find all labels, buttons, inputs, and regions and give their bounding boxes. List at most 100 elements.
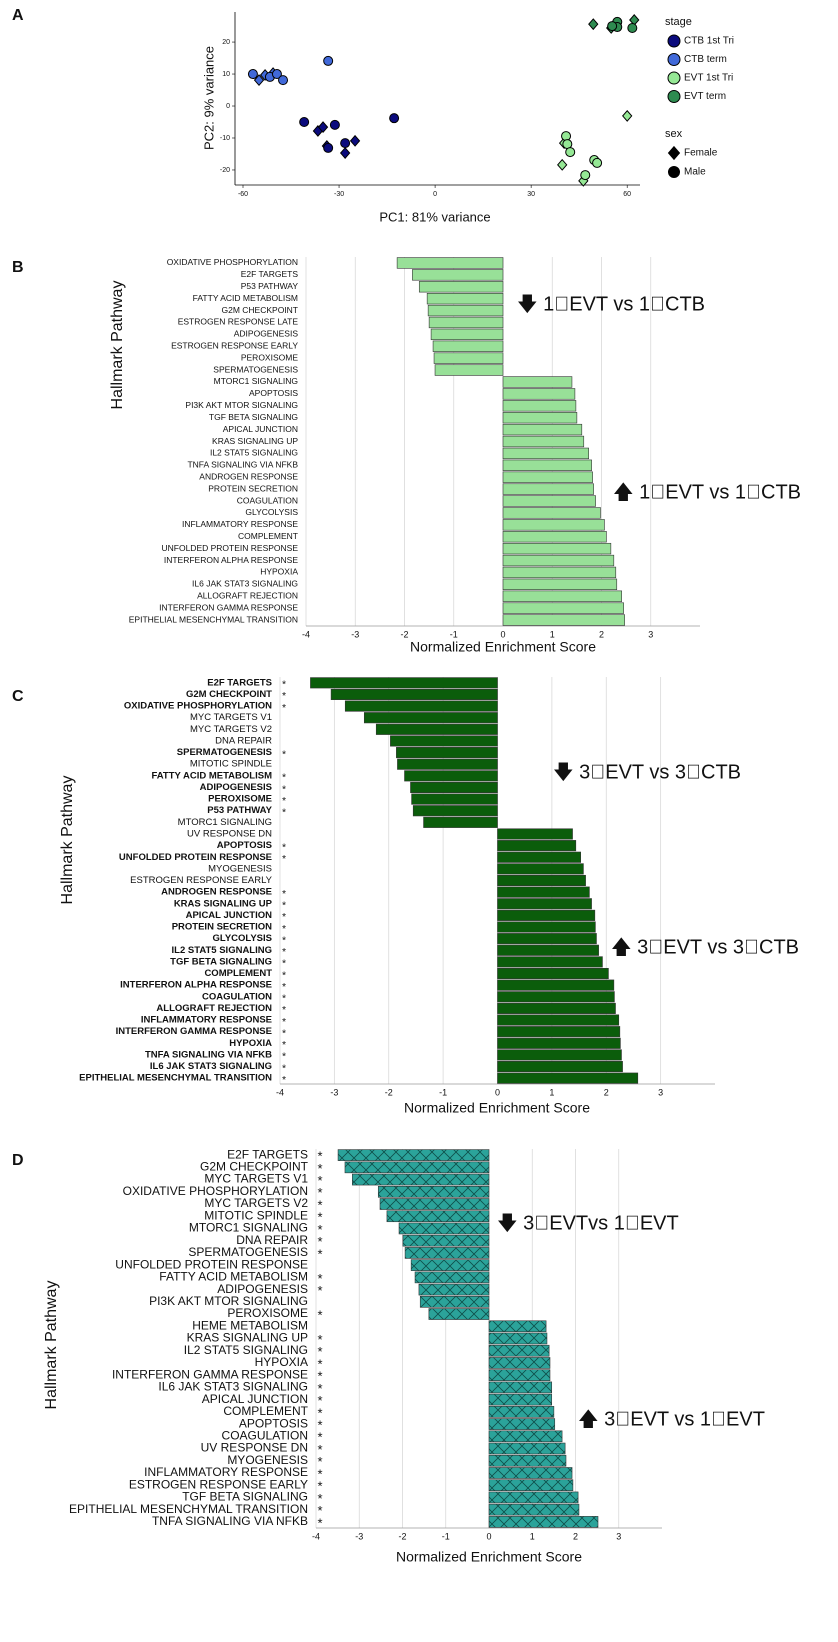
bar bbox=[488, 1381, 553, 1394]
bar bbox=[502, 483, 594, 495]
bar bbox=[497, 851, 581, 863]
legend-marker bbox=[667, 34, 681, 48]
x-tick-label: 2 bbox=[573, 1531, 578, 1541]
x-tick-label: -1 bbox=[442, 1531, 450, 1541]
category-label: FATTY ACID METABOLISM bbox=[193, 293, 298, 303]
significance-mark: * bbox=[317, 1246, 322, 1261]
legend-label: CTB term bbox=[684, 54, 727, 65]
bar bbox=[502, 602, 624, 614]
significance-mark: * bbox=[282, 888, 286, 900]
bar bbox=[497, 944, 599, 956]
significance-mark: * bbox=[282, 853, 286, 865]
x-tick-label: 3 bbox=[648, 629, 653, 639]
significance-mark: * bbox=[317, 1307, 322, 1322]
category-label: G2M CHECKPOINT bbox=[221, 305, 298, 315]
category-label: DNA REPAIR bbox=[236, 1233, 308, 1247]
category-label: E2F TARGETS bbox=[241, 269, 299, 279]
x-tick-label: -4 bbox=[276, 1087, 284, 1097]
significance-mark: * bbox=[317, 1332, 322, 1347]
significance-mark: * bbox=[317, 1418, 322, 1433]
bar bbox=[488, 1516, 599, 1528]
bar bbox=[502, 614, 625, 626]
y-tick-label: 10 bbox=[222, 71, 230, 78]
significance-mark: * bbox=[317, 1503, 322, 1518]
category-label: COMPLEMENT bbox=[223, 1404, 308, 1418]
point bbox=[588, 18, 599, 31]
bar bbox=[502, 590, 622, 602]
category-label: OXIDATIVE PHOSPHORYLATION bbox=[167, 257, 298, 267]
bar bbox=[488, 1479, 574, 1492]
bar bbox=[488, 1406, 555, 1418]
significance-mark: * bbox=[317, 1222, 322, 1237]
bar bbox=[497, 1002, 616, 1014]
category-label: ALLOGRAFT REJECTION bbox=[197, 590, 298, 600]
category-label: ADIPOGENESIS bbox=[234, 329, 299, 339]
category-label: MITOTIC SPINDLE bbox=[190, 759, 272, 770]
category-label: TNFA SIGNALING VIA NFKB bbox=[152, 1514, 308, 1528]
legend-marker bbox=[667, 71, 681, 85]
significance-mark: * bbox=[282, 748, 286, 760]
point bbox=[557, 158, 568, 171]
legend-marker bbox=[667, 145, 681, 161]
bar bbox=[497, 933, 597, 945]
category-label: MYOGENESIS bbox=[208, 863, 272, 874]
category-label: IL2 STAT5 SIGNALING bbox=[210, 448, 298, 458]
significance-mark: * bbox=[317, 1283, 322, 1298]
category-label: INTERFERON GAMMA RESPONSE bbox=[116, 1026, 272, 1037]
bar bbox=[488, 1369, 551, 1381]
significance-mark: * bbox=[282, 923, 286, 935]
category-label: OXIDATIVE PHOSPHORYLATION bbox=[123, 1184, 308, 1198]
bar bbox=[310, 677, 498, 689]
bar bbox=[502, 388, 576, 400]
x-tick-label: 30 bbox=[527, 191, 535, 198]
x-tick-label: -3 bbox=[355, 1531, 363, 1541]
bar bbox=[428, 1308, 490, 1320]
bar bbox=[502, 507, 601, 519]
category-label: UNFOLDED PROTEIN RESPONSE bbox=[119, 852, 272, 863]
bar bbox=[428, 316, 504, 329]
bar bbox=[344, 700, 498, 712]
significance-mark: * bbox=[282, 679, 286, 691]
annotation: 🡇 1⃤EVT vs 1⃤CTB bbox=[517, 293, 705, 315]
category-label: IL2 STAT5 SIGNALING bbox=[172, 945, 272, 956]
significance-mark: * bbox=[317, 1479, 322, 1494]
bar bbox=[404, 770, 498, 782]
x-tick-label: -1 bbox=[439, 1087, 447, 1097]
x-axis-title: Normalized Enrichment Score bbox=[404, 1100, 590, 1116]
bar bbox=[497, 967, 609, 980]
bar bbox=[502, 471, 593, 483]
annotation: 🡇 3⃤EVT vs 3⃤CTB bbox=[553, 761, 741, 783]
category-label: COAGULATION bbox=[237, 495, 298, 505]
significance-mark: * bbox=[317, 1173, 322, 1188]
category-label: PI3K AKT MTOR SIGNALING bbox=[149, 1294, 308, 1308]
category-label: IL6 JAK STAT3 SIGNALING bbox=[158, 1380, 308, 1394]
bar bbox=[502, 578, 618, 590]
x-tick-label: 0 bbox=[495, 1087, 500, 1097]
category-label: APOPTOSIS bbox=[249, 388, 298, 398]
significance-mark: * bbox=[282, 1051, 286, 1063]
category-label: EPITHELIAL MESENCHYMAL TRANSITION bbox=[69, 1502, 308, 1516]
category-label: MTORC1 SIGNALING bbox=[214, 376, 298, 386]
category-label: HYPOXIA bbox=[255, 1355, 308, 1369]
bar bbox=[330, 688, 498, 700]
point bbox=[565, 147, 576, 158]
category-label: APOPTOSIS bbox=[217, 840, 272, 851]
category-label: ESTROGEN RESPONSE EARLY bbox=[129, 1477, 308, 1491]
significance-mark: * bbox=[317, 1430, 322, 1445]
category-label: INFLAMMATORY RESPONSE bbox=[144, 1465, 308, 1479]
annotation: 🡅 3⃤EVT vs 3⃤CTB bbox=[611, 936, 799, 958]
bar bbox=[418, 1283, 490, 1296]
bar bbox=[396, 747, 498, 759]
significance-mark: * bbox=[317, 1356, 322, 1371]
bar bbox=[497, 886, 590, 898]
bar bbox=[488, 1393, 553, 1406]
significance-mark: * bbox=[317, 1271, 322, 1286]
y-tick-label: -10 bbox=[220, 135, 230, 142]
bar bbox=[410, 1259, 490, 1271]
y-axis-title: Hallmark Pathway bbox=[109, 281, 126, 410]
bar bbox=[419, 1296, 490, 1308]
bar bbox=[433, 352, 504, 364]
bar bbox=[418, 281, 504, 293]
significance-mark: * bbox=[282, 958, 286, 970]
bar bbox=[398, 1222, 490, 1235]
